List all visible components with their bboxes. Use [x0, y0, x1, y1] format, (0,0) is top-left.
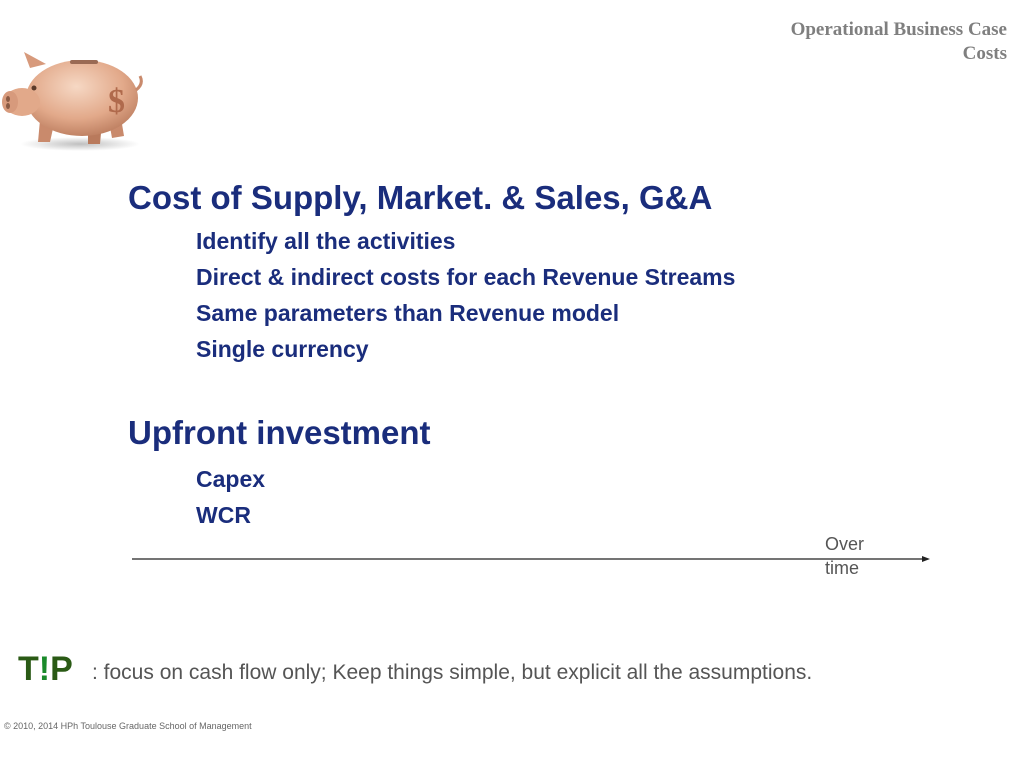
tip-logo-t: T [18, 650, 39, 688]
timeline-label: Over time [825, 534, 865, 578]
investment-bullet-capex: Capex [196, 466, 266, 492]
cost-bullet-4: Single currency [196, 336, 369, 362]
timeline-arrow [132, 556, 930, 562]
tip-logo-bang: ! [38, 650, 51, 688]
investment-section-title: Upfront investment [128, 414, 431, 451]
cost-bullet-3: Same parameters than Revenue model [196, 300, 620, 326]
svg-text:$: $ [108, 83, 125, 120]
slide-header: Operational Business Case Costs [791, 18, 1007, 66]
piggy-bank-icon: $ [2, 52, 143, 151]
header-title-line2: Costs [962, 43, 1007, 64]
copyright-footer: © 2010, 2014 HPh Toulouse Graduate Schoo… [4, 721, 252, 731]
investment-bullet-wcr: WCR [196, 502, 251, 528]
cost-section-title: Cost of Supply, Market. & Sales, G&A [128, 179, 713, 216]
header-title-line1: Operational Business Case [790, 19, 1007, 40]
cost-bullet-1: Identify all the activities [196, 228, 456, 254]
tip-logo-p: P [50, 650, 73, 688]
cost-bullet-2: Direct & indirect costs for each Revenue… [196, 264, 736, 290]
tip-text: : focus on cash flow only; Keep things s… [92, 661, 813, 684]
tip-logo: T!P [18, 650, 73, 688]
